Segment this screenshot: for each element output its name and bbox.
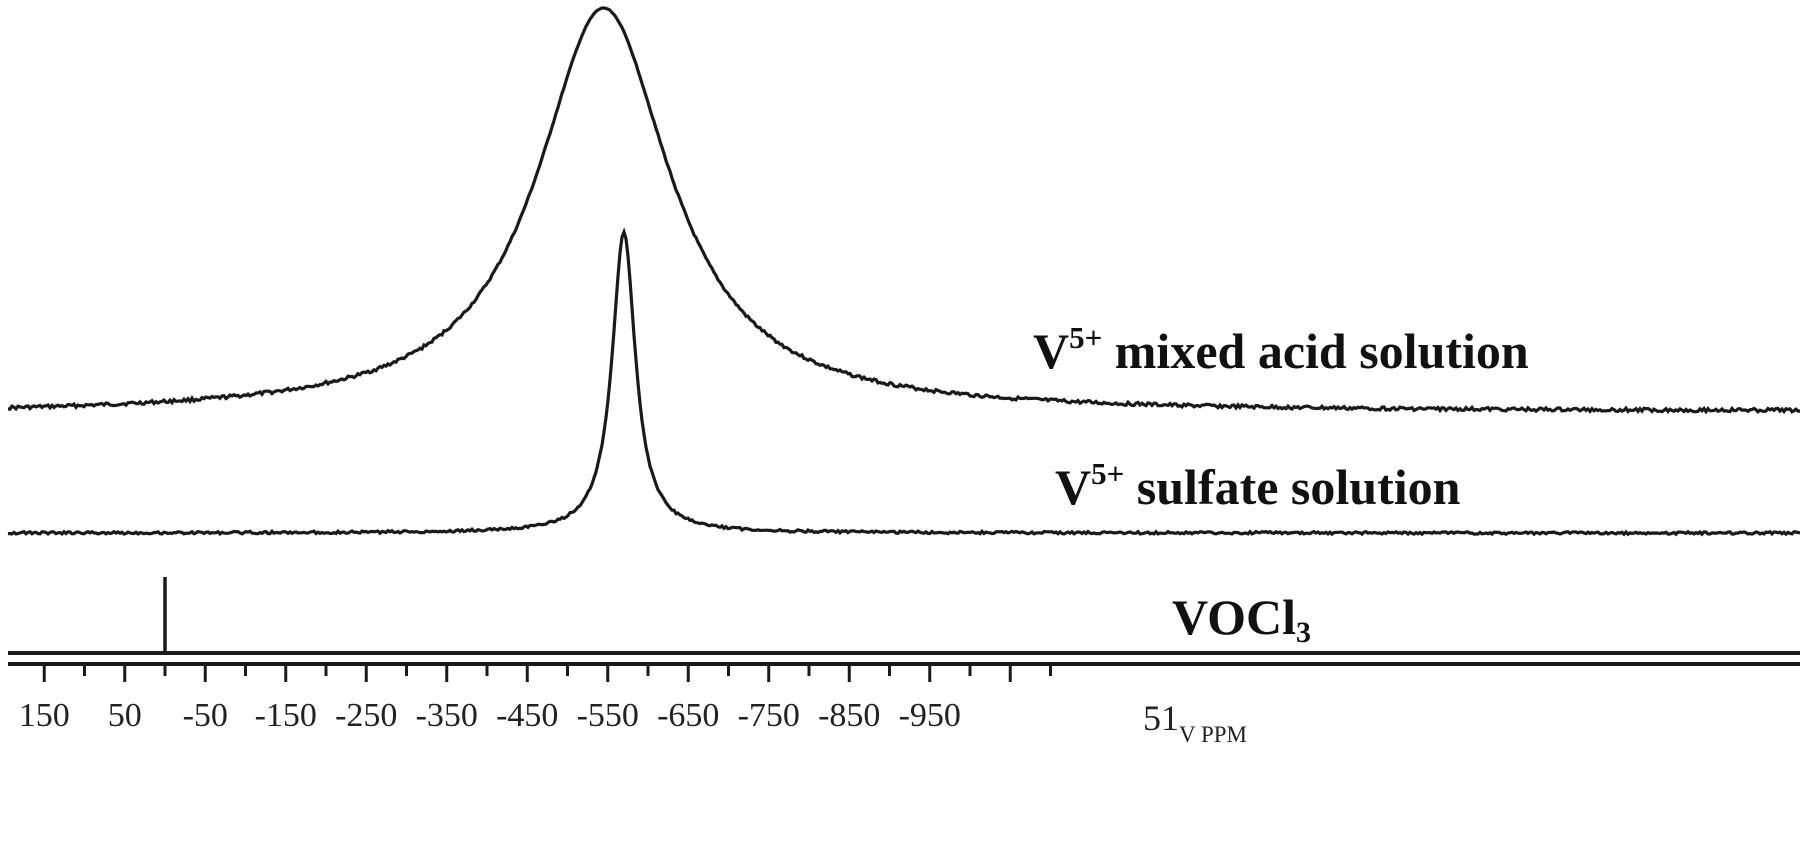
label-sulfate-rest: sulfate solution [1124, 459, 1461, 515]
label-mixed-acid-rest: mixed acid solution [1102, 323, 1529, 379]
label-mixed-acid-sup: 5+ [1069, 320, 1103, 355]
x-tick-label: -750 [737, 697, 800, 734]
x-axis-label: 51V PPM [1143, 697, 1247, 747]
trace-sulfate [7, 227, 1800, 537]
x-tick-label: -250 [335, 697, 398, 734]
label-mixed-acid: V5+ mixed acid solution [1033, 322, 1529, 379]
x-tick-label: 150 [18, 697, 70, 734]
label-sulfate-sup: 5+ [1091, 456, 1125, 491]
label-mixed-acid-main: V [1033, 323, 1070, 379]
x-axis-label-sub: V PPM [1179, 722, 1247, 747]
label-sulfate-main: V [1055, 459, 1092, 515]
x-tick-label: 50 [107, 697, 142, 734]
x-tick-label: -350 [415, 697, 478, 734]
label-vocl3-sub: 3 [1296, 616, 1311, 649]
label-vocl3-main: VOCl [1172, 589, 1296, 645]
x-axis-ticks [42, 664, 1052, 682]
x-tick-label: -850 [818, 697, 881, 734]
trace-mixed-acid [7, 6, 1800, 415]
label-sulfate: V5+ sulfate solution [1055, 458, 1461, 515]
x-tick-label: -550 [576, 697, 639, 734]
x-axis-label-main: 51 [1143, 698, 1179, 738]
x-tick-label: -50 [182, 697, 228, 734]
label-vocl3: VOCl3 [1172, 589, 1311, 648]
x-tick-label: -950 [898, 697, 961, 734]
x-tick-label: -650 [657, 697, 720, 734]
x-tick-label: -450 [496, 697, 559, 734]
x-tick-label: -150 [254, 697, 317, 734]
